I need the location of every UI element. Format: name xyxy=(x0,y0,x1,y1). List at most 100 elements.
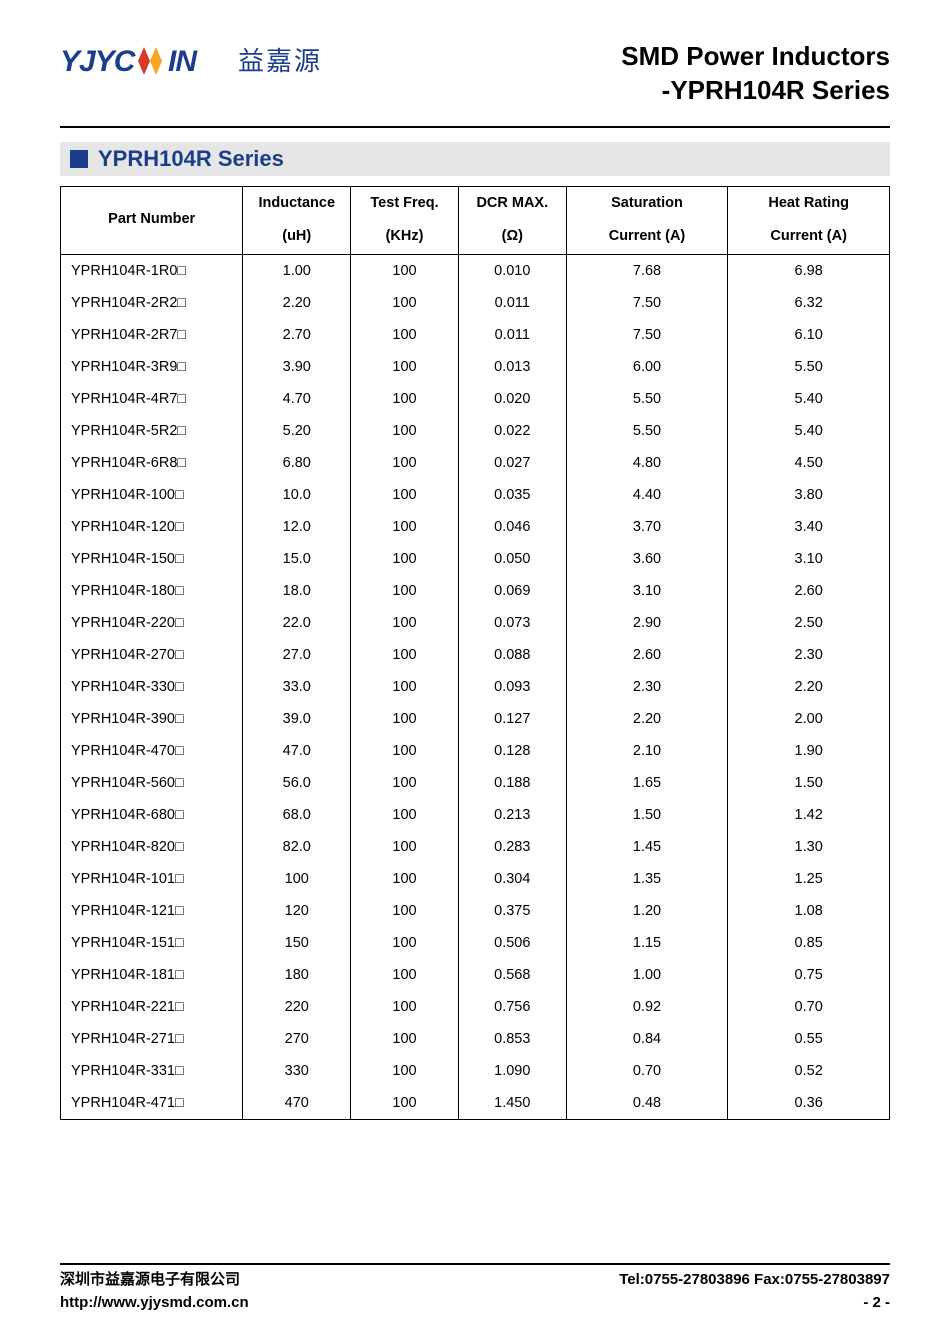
cell-partnumber: YPRH104R-151□ xyxy=(61,927,243,959)
cell-value: 6.00 xyxy=(566,351,728,383)
cell-value: 100 xyxy=(351,639,459,671)
cell-value: 2.20 xyxy=(243,287,351,319)
cell-value: 4.80 xyxy=(566,447,728,479)
cell-value: 1.65 xyxy=(566,767,728,799)
col-header-dcr-top: DCR MAX. xyxy=(458,186,566,220)
col-header-dcr-unit: (Ω) xyxy=(458,220,566,254)
cell-partnumber: YPRH104R-271□ xyxy=(61,1023,243,1055)
cell-value: 1.00 xyxy=(566,959,728,991)
cell-partnumber: YPRH104R-6R8□ xyxy=(61,447,243,479)
table-row: YPRH104R-2R7□2.701000.0117.506.10 xyxy=(61,319,890,351)
table-row: YPRH104R-121□1201000.3751.201.08 xyxy=(61,895,890,927)
cell-value: 150 xyxy=(243,927,351,959)
cell-value: 1.00 xyxy=(243,255,351,288)
cell-partnumber: YPRH104R-120□ xyxy=(61,511,243,543)
cell-value: 0.046 xyxy=(458,511,566,543)
svg-text:IN: IN xyxy=(168,45,198,78)
cell-value: 0.283 xyxy=(458,831,566,863)
cell-value: 1.35 xyxy=(566,863,728,895)
cell-value: 470 xyxy=(243,1087,351,1120)
col-header-inductance-top: Inductance xyxy=(243,186,351,220)
cell-value: 82.0 xyxy=(243,831,351,863)
table-row: YPRH104R-1R0□1.001000.0107.686.98 xyxy=(61,255,890,288)
cell-partnumber: YPRH104R-331□ xyxy=(61,1055,243,1087)
cell-value: 0.756 xyxy=(458,991,566,1023)
cell-value: 0.304 xyxy=(458,863,566,895)
cell-value: 100 xyxy=(351,671,459,703)
cell-value: 2.50 xyxy=(728,607,890,639)
cell-value: 100 xyxy=(351,895,459,927)
cell-value: 2.60 xyxy=(728,575,890,607)
cell-value: 100 xyxy=(351,767,459,799)
cell-value: 1.30 xyxy=(728,831,890,863)
table-row: YPRH104R-150□15.01000.0503.603.10 xyxy=(61,543,890,575)
cell-partnumber: YPRH104R-2R2□ xyxy=(61,287,243,319)
cell-value: 5.20 xyxy=(243,415,351,447)
cell-value: 3.10 xyxy=(728,543,890,575)
cell-value: 0.188 xyxy=(458,767,566,799)
cell-value: 1.20 xyxy=(566,895,728,927)
cell-value: 0.70 xyxy=(566,1055,728,1087)
cell-value: 100 xyxy=(351,735,459,767)
cell-value: 100 xyxy=(351,991,459,1023)
cell-value: 100 xyxy=(351,415,459,447)
cell-value: 5.40 xyxy=(728,415,890,447)
col-header-saturation-top: Saturation xyxy=(566,186,728,220)
cell-value: 6.98 xyxy=(728,255,890,288)
cell-value: 2.20 xyxy=(728,671,890,703)
cell-value: 0.020 xyxy=(458,383,566,415)
table-row: YPRH104R-560□56.01000.1881.651.50 xyxy=(61,767,890,799)
cell-value: 1.15 xyxy=(566,927,728,959)
cell-value: 100 xyxy=(351,383,459,415)
cell-value: 220 xyxy=(243,991,351,1023)
table-row: YPRH104R-330□33.01000.0932.302.20 xyxy=(61,671,890,703)
table-row: YPRH104R-180□18.01000.0693.102.60 xyxy=(61,575,890,607)
cell-value: 39.0 xyxy=(243,703,351,735)
footer-page: - 2 - xyxy=(863,1292,890,1315)
cell-value: 0.52 xyxy=(728,1055,890,1087)
cell-value: 5.50 xyxy=(566,383,728,415)
footer-company: 深圳市益嘉源电子有限公司 xyxy=(60,1269,240,1292)
cell-value: 1.450 xyxy=(458,1087,566,1120)
cell-value: 0.375 xyxy=(458,895,566,927)
cell-value: 4.50 xyxy=(728,447,890,479)
doc-title-line1: SMD Power Inductors xyxy=(621,40,890,74)
cell-value: 5.40 xyxy=(728,383,890,415)
cell-value: 0.92 xyxy=(566,991,728,1023)
cell-value: 0.013 xyxy=(458,351,566,383)
cell-value: 100 xyxy=(351,479,459,511)
cell-value: 270 xyxy=(243,1023,351,1055)
cell-value: 100 xyxy=(351,703,459,735)
cell-value: 27.0 xyxy=(243,639,351,671)
company-logo: YJYC IN 益嘉源 xyxy=(60,40,322,79)
cell-value: 0.128 xyxy=(458,735,566,767)
cell-value: 0.70 xyxy=(728,991,890,1023)
table-body: YPRH104R-1R0□1.001000.0107.686.98YPRH104… xyxy=(61,255,890,1120)
cell-value: 0.127 xyxy=(458,703,566,735)
col-header-heat-unit: Current (A) xyxy=(728,220,890,254)
footer-url: http://www.yjysmd.com.cn xyxy=(60,1292,249,1315)
cell-value: 0.55 xyxy=(728,1023,890,1055)
footer-divider xyxy=(60,1263,890,1265)
cell-value: 1.50 xyxy=(728,767,890,799)
cell-value: 2.30 xyxy=(728,639,890,671)
table-row: YPRH104R-271□2701000.8530.840.55 xyxy=(61,1023,890,1055)
cell-value: 0.050 xyxy=(458,543,566,575)
cell-value: 2.20 xyxy=(566,703,728,735)
cell-partnumber: YPRH104R-330□ xyxy=(61,671,243,703)
footer-telfax: Tel:0755-27803896 Fax:0755-27803897 xyxy=(619,1269,890,1292)
cell-value: 0.011 xyxy=(458,319,566,351)
cell-value: 0.027 xyxy=(458,447,566,479)
page-header: YJYC IN 益嘉源 SMD Power Inductors -YPRH104… xyxy=(60,40,890,108)
cell-partnumber: YPRH104R-3R9□ xyxy=(61,351,243,383)
cell-value: 10.0 xyxy=(243,479,351,511)
cell-value: 100 xyxy=(351,255,459,288)
cell-value: 0.36 xyxy=(728,1087,890,1120)
cell-partnumber: YPRH104R-1R0□ xyxy=(61,255,243,288)
cell-value: 3.90 xyxy=(243,351,351,383)
table-row: YPRH104R-4R7□4.701000.0205.505.40 xyxy=(61,383,890,415)
cell-value: 330 xyxy=(243,1055,351,1087)
cell-value: 18.0 xyxy=(243,575,351,607)
cell-value: 0.022 xyxy=(458,415,566,447)
cell-value: 0.853 xyxy=(458,1023,566,1055)
